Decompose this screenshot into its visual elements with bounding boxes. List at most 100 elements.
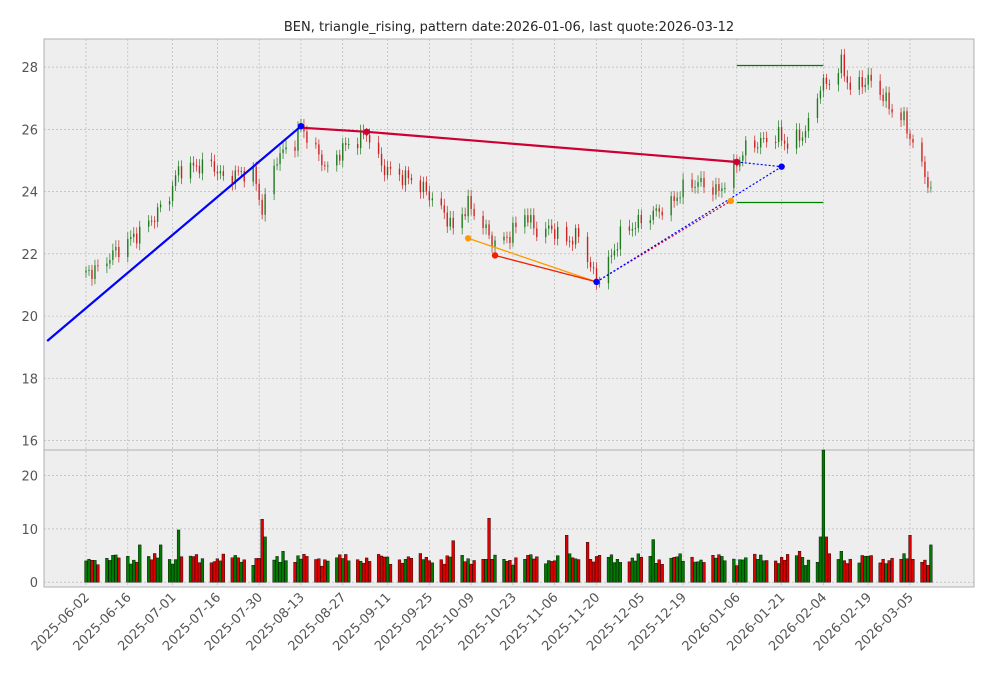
candle-body: [377, 142, 380, 154]
candle-body: [825, 77, 828, 85]
price-panel: [43, 38, 975, 451]
candle-body: [721, 188, 723, 191]
candle-body: [189, 162, 192, 179]
volume-bar: [341, 558, 345, 583]
candle-body: [467, 195, 469, 217]
volume-bar: [908, 535, 912, 583]
y-tick-label: 22: [21, 248, 38, 263]
candle-body: [237, 170, 239, 172]
volume-bar: [848, 558, 852, 583]
volume-bar: [344, 554, 348, 583]
candle-body: [174, 175, 177, 186]
candle-body: [628, 226, 631, 231]
candle-body: [494, 240, 496, 247]
volume-bar: [302, 553, 306, 583]
candle-body: [598, 283, 601, 285]
volume-bar: [535, 556, 539, 583]
volume-bar: [400, 562, 405, 583]
candle-body: [443, 205, 445, 213]
pattern-marker: [727, 197, 735, 205]
volume-bar: [284, 560, 288, 583]
volume-bar: [299, 558, 303, 583]
volume-bar: [365, 557, 369, 583]
volume-bar: [630, 557, 634, 583]
candle-body: [159, 204, 162, 208]
volume-bar: [338, 554, 342, 583]
candle-body: [530, 215, 532, 223]
pattern-line: [736, 161, 782, 168]
volume-bar: [845, 563, 849, 583]
candle-body: [147, 220, 150, 227]
candle-body: [362, 131, 365, 135]
volume-bar: [84, 560, 88, 583]
volume-bar: [899, 559, 903, 583]
chart-title: BEN, triangle_rising, pattern date:2026-…: [284, 20, 734, 35]
candle-body: [774, 141, 777, 143]
candle-body: [589, 261, 592, 268]
candle-body: [327, 165, 329, 167]
volume-bar: [759, 554, 763, 583]
volume-bar: [135, 561, 139, 583]
volume-bar: [547, 560, 551, 583]
volume-bar: [481, 559, 485, 583]
volume-bar: [702, 562, 706, 583]
candle-body: [613, 250, 616, 256]
candle-body: [742, 155, 744, 161]
volume-bar: [197, 562, 202, 583]
candle-body: [777, 127, 780, 143]
candle-body: [419, 180, 422, 193]
candle-body: [261, 199, 263, 215]
volume-bar: [544, 563, 548, 583]
volume-bar: [881, 558, 885, 583]
volume-bar: [188, 555, 193, 583]
volume-bar: [651, 539, 655, 583]
candle-body: [136, 233, 138, 244]
volume-bar: [577, 559, 581, 583]
candle-body: [846, 76, 849, 83]
candle-body: [297, 127, 299, 151]
volume-bar: [156, 557, 160, 583]
candle-body: [592, 267, 595, 269]
candle-body: [85, 270, 87, 273]
candle-body: [264, 194, 266, 215]
candle-body: [780, 127, 783, 141]
candle-body: [321, 154, 323, 166]
volume-bar: [550, 561, 554, 583]
volume-bar: [565, 535, 569, 583]
volume-bar: [317, 558, 321, 583]
volume-bar: [460, 555, 464, 583]
pattern-marker: [491, 252, 499, 259]
candle-body: [595, 268, 598, 284]
volume-bar: [732, 558, 736, 583]
candle-body: [345, 143, 347, 145]
candle-body: [422, 181, 425, 193]
y-tick-label: 18: [21, 372, 38, 387]
candle-body: [888, 92, 890, 110]
pattern-marker: [593, 278, 600, 286]
candle-body: [470, 195, 472, 209]
volume-bar: [890, 558, 894, 583]
volume-bar: [511, 564, 515, 583]
volume-bar: [418, 553, 422, 583]
candle-body: [91, 269, 93, 279]
candle-body: [109, 259, 111, 264]
pattern-marker: [363, 128, 370, 135]
volume-bar: [463, 561, 467, 583]
volume-bar: [93, 560, 97, 583]
volume-bar: [929, 544, 933, 583]
volume-bar: [484, 558, 488, 583]
candle-body: [491, 235, 493, 247]
candle-body: [557, 226, 559, 239]
candle-body: [697, 182, 699, 187]
volume-bar: [860, 555, 864, 583]
volume-bar: [293, 562, 297, 583]
volume-bar: [200, 558, 205, 583]
candle-body: [210, 159, 213, 162]
candle-body: [428, 191, 431, 201]
volume-bar: [612, 562, 617, 583]
candle-body: [655, 208, 657, 211]
candle-body: [306, 131, 308, 143]
candle-body: [757, 147, 759, 149]
volume-bar: [839, 551, 843, 583]
